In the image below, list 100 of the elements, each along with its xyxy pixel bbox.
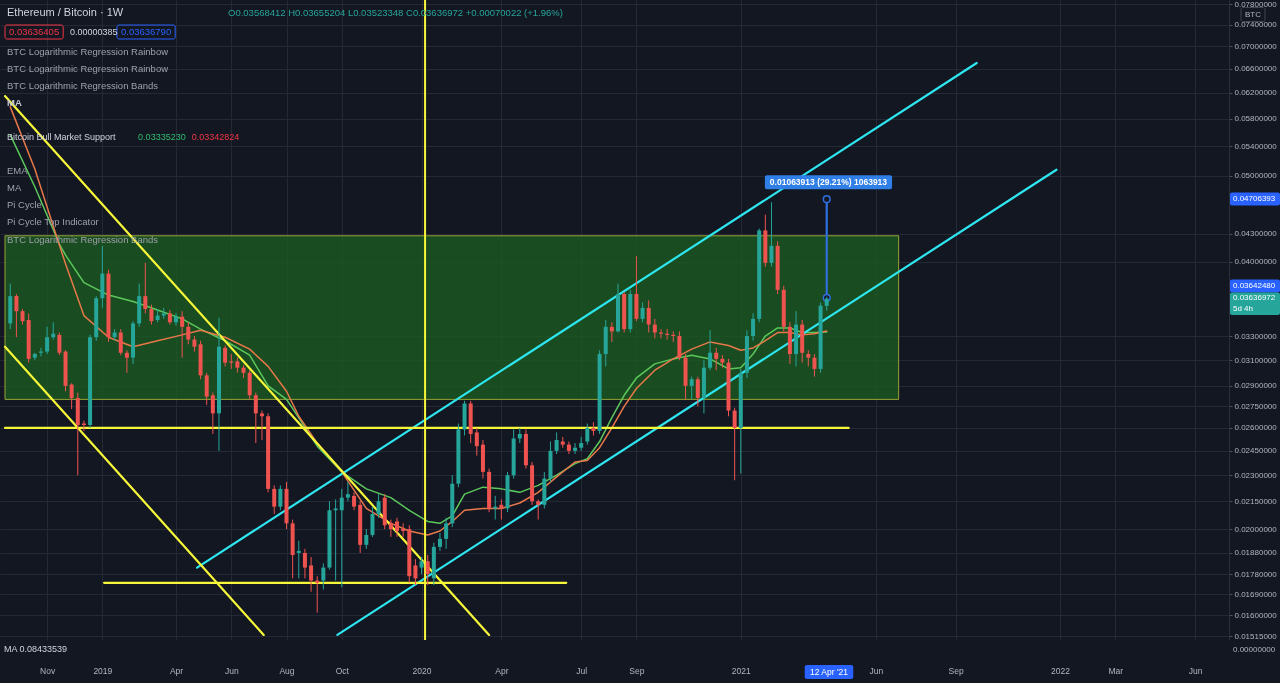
candlestick — [272, 484, 277, 515]
y-tick-label: 0.02300000 — [1234, 470, 1278, 480]
candlestick — [296, 540, 301, 579]
x-tick-label: Nov — [40, 665, 56, 676]
candlestick — [751, 312, 756, 342]
y-tick-label: 0.03100000 — [1234, 355, 1278, 365]
candlestick — [118, 328, 123, 356]
y-tick-label: 0.04000000 — [1234, 257, 1278, 267]
text: 5d 4h — [1233, 304, 1254, 313]
y-tick-label: 0.04300000 — [1234, 229, 1278, 239]
annotation: 0.03636405 — [9, 26, 60, 37]
candlestick — [714, 347, 719, 371]
candlestick — [174, 312, 179, 327]
annotation: BTC Logarithmic Regression Bands — [7, 80, 159, 91]
x-tick-label: 2019 — [93, 665, 113, 676]
candlestick — [708, 329, 713, 371]
candlestick — [143, 262, 148, 314]
candlestick — [695, 376, 700, 407]
candlestick — [14, 293, 19, 338]
annotation: 0.03636790 — [121, 26, 172, 37]
y-tick-label: 0.02150000 — [1234, 496, 1278, 506]
candlestick — [640, 302, 645, 323]
candlestick — [573, 442, 578, 455]
candlestick — [536, 498, 541, 521]
candlestick — [278, 484, 283, 511]
annotation: BTC Logarithmic Regression Rainbow — [7, 63, 169, 74]
y-tick-label: 0.01780000 — [1234, 569, 1278, 579]
annotation: EMA — [7, 165, 29, 176]
candlestick — [309, 556, 314, 593]
candlestick — [204, 372, 209, 406]
candlestick — [812, 353, 817, 378]
candlestick — [69, 382, 74, 410]
text: 0.03642480 — [1233, 281, 1276, 290]
y-tick-label: 0.06600000 — [1234, 64, 1278, 74]
y-tick-label: 0.05800000 — [1234, 114, 1278, 124]
candlestick — [425, 554, 430, 586]
candlestick — [769, 201, 774, 268]
text: MA 0.08433539 — [4, 644, 68, 654]
candlestick — [554, 431, 559, 455]
y-tick-label: 0.01880000 — [1234, 548, 1278, 558]
candlestick — [247, 369, 252, 400]
y-tick-label: 0.07800000 — [1234, 0, 1278, 9]
annotation: 0.03342824 — [191, 132, 240, 142]
candlestick — [437, 532, 442, 552]
candlestick — [585, 423, 590, 446]
candlestick — [57, 332, 62, 356]
text: Ethereum / Bitcoin · 1W — [7, 6, 124, 18]
x-tick-label: Jun — [869, 665, 884, 676]
candlestick — [444, 517, 449, 550]
annotation: 0.01063913 (29.21%) 1063913 — [769, 177, 888, 188]
annotation: MA — [7, 182, 22, 193]
y-tick-label: 0.07000000 — [1234, 41, 1278, 51]
y-tick-label: 0.01600000 — [1234, 610, 1278, 620]
candlestick — [388, 519, 393, 538]
candlestick — [180, 310, 185, 359]
y-tick-label: 0.01690000 — [1234, 589, 1278, 599]
candlestick — [474, 427, 479, 457]
y-tick-label: 0.07400000 — [1234, 20, 1278, 30]
y-tick-label: 0.05000000 — [1234, 171, 1278, 181]
x-tick-label: 2020 — [412, 665, 432, 676]
candlestick — [364, 528, 369, 550]
candlestick — [210, 392, 215, 435]
text: BTC — [1245, 9, 1262, 19]
annotation: 0.00000385 — [70, 27, 118, 37]
candlestick — [302, 548, 307, 579]
x-tick-label: Sep — [948, 665, 964, 676]
candlestick — [253, 392, 258, 444]
x-tick-label: Mar — [1108, 665, 1124, 676]
x-tick-label: Apr — [169, 665, 184, 676]
candlestick — [677, 330, 682, 361]
annotation: Pi Cycle — [7, 199, 42, 210]
candlestick — [646, 299, 651, 334]
candlestick — [401, 522, 406, 538]
candlestick — [259, 410, 264, 441]
annotation: BTC Logarithmic Regression Rainbow — [7, 46, 169, 57]
candlestick — [566, 441, 571, 455]
candlestick — [223, 345, 228, 367]
x-tick-label: Aug — [279, 665, 295, 676]
candlestick — [321, 562, 326, 590]
candlestick — [345, 481, 350, 502]
x-tick-label: 2022 — [1051, 665, 1071, 676]
text: 0.00000000 — [1233, 645, 1276, 654]
candlestick — [370, 506, 375, 538]
text: 0.04706393 — [1233, 194, 1276, 203]
y-tick-label: 0.06200000 — [1234, 88, 1278, 98]
y-tick-label: 0.05400000 — [1234, 141, 1278, 151]
candlestick — [333, 498, 338, 582]
x-tick-label: Apr — [495, 665, 509, 676]
candlestick — [124, 349, 129, 374]
candlestick — [186, 321, 191, 345]
y-tick-label: 0.01515000 — [1234, 631, 1278, 641]
x-tick-label: Jun — [1188, 665, 1203, 676]
candlestick — [689, 376, 694, 400]
x-tick-label: Jul — [576, 665, 588, 676]
y-tick-label: 0.02900000 — [1234, 381, 1278, 391]
candlestick — [395, 517, 400, 538]
candlestick — [732, 407, 737, 481]
x-tick-label: 2021 — [731, 665, 752, 676]
y-tick-label: 0.02750000 — [1234, 401, 1278, 411]
x-tick-label: Oct — [335, 665, 350, 676]
